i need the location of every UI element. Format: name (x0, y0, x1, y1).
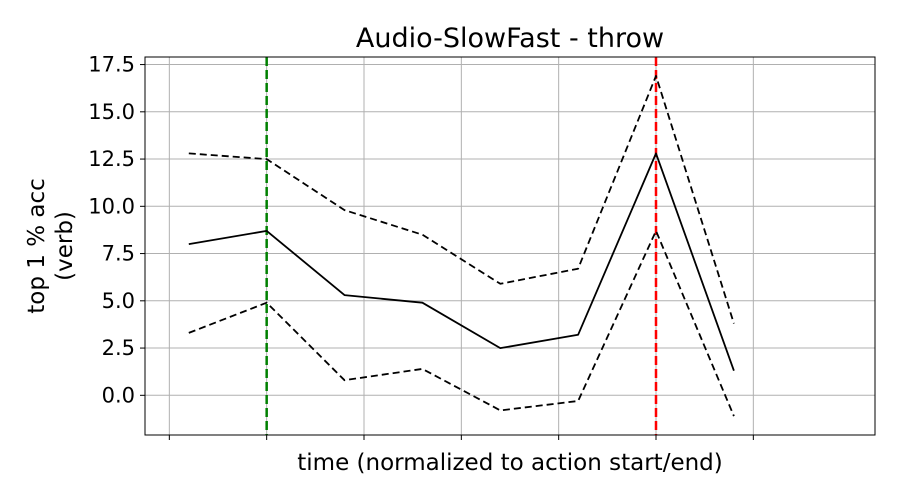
plot-frame (144, 56, 876, 436)
y-tick-label: 17.5 (88, 53, 135, 77)
grid (145, 57, 875, 435)
marker-lines (265, 57, 658, 435)
y-tick-label: 2.5 (102, 336, 135, 360)
x-ticks (168, 435, 754, 440)
series-line-mean (188, 152, 735, 372)
series-line-upper (188, 75, 735, 324)
y-tick-label: 12.5 (88, 147, 135, 171)
y-tick-label: 0.0 (102, 383, 135, 407)
y-tick-label: 5.0 (102, 289, 135, 313)
y-axis-label-line-1: top 1 % acc (24, 178, 50, 314)
y-tick-label: 7.5 (102, 242, 135, 266)
x-axis-label: time (normalized to action start/end) (297, 450, 723, 476)
y-axis-label-line-2: (verb) (52, 211, 78, 281)
y-ticks: 0.0 2.5 5.0 7.5 10.0 12.5 15.0 17.5 (88, 53, 145, 407)
chart-title: Audio-SlowFast - throw (356, 23, 664, 54)
series-lines (188, 75, 735, 417)
y-tick-label: 10.0 (88, 194, 135, 218)
y-tick-label: 15.0 (88, 100, 135, 124)
series-line-lower (188, 229, 735, 417)
